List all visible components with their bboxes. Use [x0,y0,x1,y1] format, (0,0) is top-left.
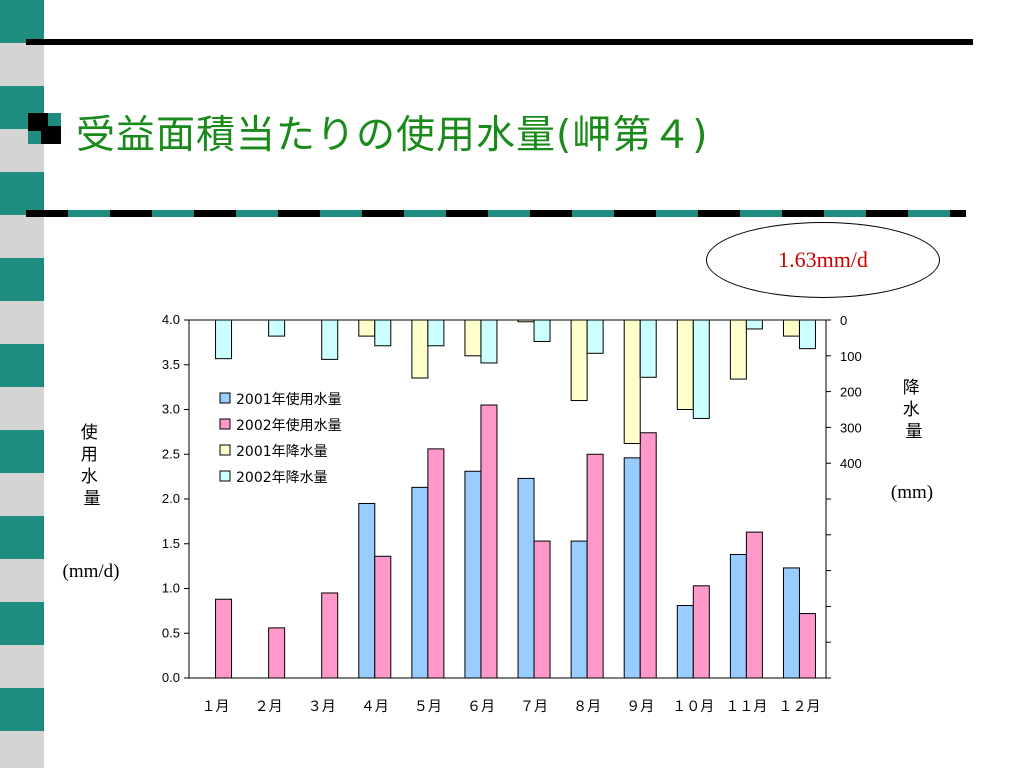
legend-entry: 2001年降水量 [236,444,328,460]
right-tick-label: 0 [840,313,847,328]
left-tick-label: 0.5 [162,625,180,640]
legend-swatch [219,418,231,430]
rainfall-bar [570,319,588,402]
legend-swatch [219,392,231,404]
rainfall-bar [464,319,482,357]
rainfall-bar [798,319,816,350]
legend-entry: 2002年使用水量 [236,417,342,434]
usage-bar [358,502,376,679]
usage-bar [480,404,498,679]
usage-bar [464,470,482,679]
rainfall-bar [586,319,604,354]
left-axis-unit: (mm/d) [63,561,120,582]
left-tick-label: 3.5 [162,357,180,372]
legend-swatch [219,470,231,482]
month-label: １０月 [672,699,714,715]
slide-title: 受益面積当たりの使用水量(岬第４) [76,113,709,158]
usage-bar [570,540,588,679]
legend: 2001年使用水量 2002年使用水量 2001年降水量 2002年降水量 [219,391,342,486]
bars [215,319,816,679]
usage-bar [268,627,286,679]
rainfall-bar [358,319,376,337]
month-label: ４月 [361,699,389,715]
rainfall-bar [517,319,535,323]
left-axis-title-char: 水 [81,467,98,487]
usage-bar [321,592,339,679]
right-axis-title-char: 降 [903,378,920,398]
title-bottom-rule [26,210,966,217]
usage-bar [729,553,747,679]
right-axis-title: 降 水 量 [903,378,925,442]
month-label: ５月 [414,699,442,715]
usage-bar [692,585,710,679]
left-tick-label: 4.0 [162,312,180,327]
category-labels: １月 ２月 ３月 ４月 ５月 ６月 ７月 ８月 ９月 １０月 １１月 １２月 [202,699,821,715]
right-tick-label: 300 [840,420,862,435]
month-label: ２月 [255,699,283,715]
usage-bar [623,457,641,679]
legend-swatch [219,444,231,456]
left-axis-title-char: 使 [81,422,98,443]
left-axis-ticks: 0.0 0.5 1.0 1.5 2.0 2.5 3.0 3.5 4.0 [162,312,189,685]
usage-bar [639,432,657,679]
rainfall-bar [692,319,710,419]
rainfall-bar [533,319,551,342]
left-axis-title: 使 用 水 量 [81,422,103,509]
usage-bar [517,477,535,679]
right-tick-label: 100 [840,349,862,364]
title-top-rule [26,39,973,45]
right-axis-ticks: 0 100 200 300 400 [826,313,862,679]
rainfall-bar [427,319,445,347]
rainfall-bar [676,319,694,410]
usage-bar [676,605,694,679]
month-label: ９月 [626,699,654,715]
title-bullet-icon [28,113,61,144]
legend-entry: 2002年降水量 [236,470,328,486]
left-tick-label: 1.5 [162,536,180,551]
left-axis-title-char: 量 [84,489,101,509]
average-callout-text: 1.63mm/d [778,247,868,272]
left-tick-label: 2.0 [162,491,180,506]
rainfall-bar [215,319,233,360]
rainfall-bar [639,319,657,378]
left-tick-label: 2.5 [162,446,180,461]
month-label: １月 [202,699,230,715]
month-label: １１月 [725,699,767,715]
rainfall-bar [729,319,747,380]
legend-entry: 2001年使用水量 [236,391,342,408]
usage-bar [798,613,816,679]
right-tick-label: 400 [840,456,862,471]
right-axis-title-char: 水 [903,400,920,420]
month-label: ６月 [467,699,495,715]
month-label: １２月 [778,699,820,715]
right-axis-title-char: 量 [906,422,923,442]
rainfall-bar [745,319,763,330]
usage-bar [745,531,763,679]
left-tick-label: 0.0 [162,670,180,685]
rainfall-bar [321,319,339,360]
right-axis-unit: (mm) [891,482,933,503]
right-tick-label: 200 [840,385,862,400]
month-label: ７月 [520,699,548,715]
month-label: ８月 [573,699,601,715]
left-tick-label: 1.0 [162,581,180,596]
left-tick-label: 3.0 [162,402,180,417]
rainfall-bar [480,319,498,364]
usage-bar [533,540,551,679]
left-axis-title-char: 用 [81,445,98,465]
rainfall-bar [374,319,392,347]
average-callout-ellipse: 1.63mm/d [706,222,940,298]
usage-bar [215,598,233,679]
usage-bar [782,567,800,679]
rainfall-bar [268,319,286,337]
usage-bar [411,486,429,679]
usage-bar [586,453,604,679]
rainfall-bar [623,319,641,445]
usage-bar [427,448,445,679]
rainfall-bar [411,319,429,379]
month-label: ３月 [308,699,336,715]
rainfall-bar [782,319,800,337]
usage-bar [374,555,392,679]
